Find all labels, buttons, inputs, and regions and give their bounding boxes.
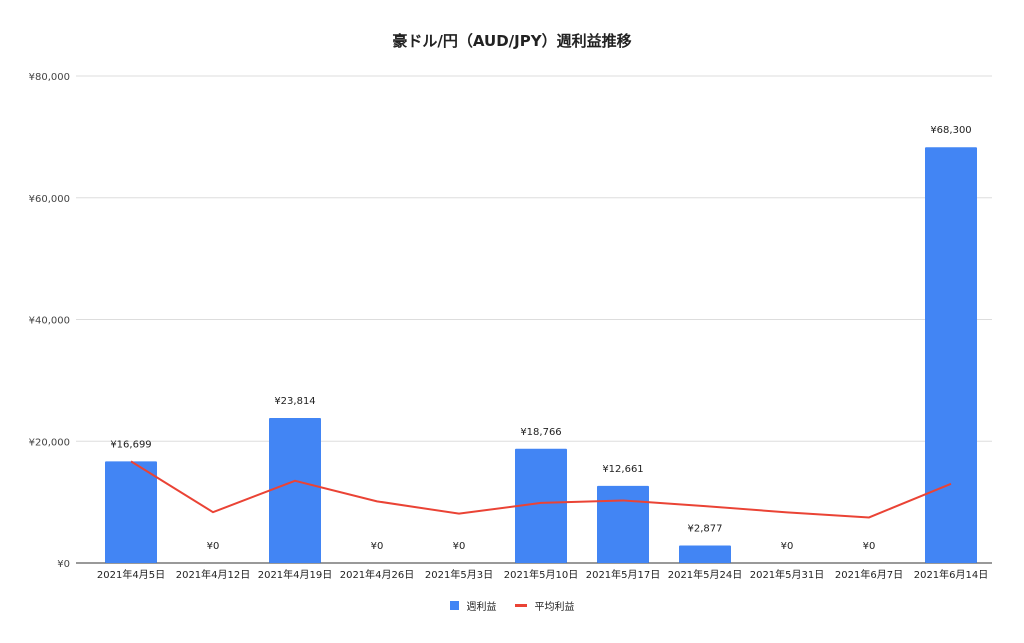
bar[interactable] <box>105 461 157 563</box>
bar-swatch-icon <box>449 601 459 610</box>
chart-title: 豪ドル/円（AUD/JPY）週利益推移 <box>392 32 632 50</box>
data-label: ¥2,877 <box>688 523 723 534</box>
x-tick-label: 2021年6月7日 <box>835 568 903 581</box>
data-label: ¥68,300 <box>930 125 971 136</box>
y-tick-label: ¥20,000 <box>29 437 70 448</box>
data-label: ¥23,814 <box>274 396 315 407</box>
data-label: ¥0 <box>207 541 220 552</box>
x-tick-label: 2021年4月19日 <box>258 568 333 581</box>
data-label: ¥0 <box>781 541 794 552</box>
y-tick-label: ¥60,000 <box>29 194 70 205</box>
legend-label: 週利益 <box>466 602 497 613</box>
x-tick-label: 2021年5月24日 <box>668 568 743 581</box>
x-tick-label: 2021年6月14日 <box>914 568 989 581</box>
average-line[interactable] <box>130 460 952 519</box>
data-label: ¥16,699 <box>110 439 151 450</box>
data-label: ¥0 <box>863 541 876 552</box>
data-label: ¥0 <box>371 541 384 552</box>
y-tick-label: ¥80,000 <box>29 72 70 83</box>
x-tick-label: 2021年5月3日 <box>425 568 493 581</box>
x-tick-label: 2021年5月10日 <box>504 568 579 581</box>
legend-label: 平均利益 <box>534 602 575 613</box>
bar[interactable] <box>925 147 977 563</box>
y-tick-label: ¥40,000 <box>29 316 70 327</box>
x-tick-label: 2021年4月12日 <box>176 568 251 581</box>
y-tick-label: ¥0 <box>57 559 70 570</box>
line-swatch-icon <box>514 604 527 607</box>
data-label: ¥12,661 <box>602 464 643 475</box>
x-tick-label: 2021年5月31日 <box>750 568 825 581</box>
data-label: ¥0 <box>453 541 466 552</box>
bar[interactable] <box>597 485 649 563</box>
legend-item-average-profit[interactable]: 平均利益 <box>514 598 575 613</box>
data-label: ¥18,766 <box>520 427 561 438</box>
chart-legend: 週利益 平均利益 <box>0 598 1024 613</box>
legend-item-weekly-profit[interactable]: 週利益 <box>449 598 497 613</box>
x-tick-label: 2021年4月5日 <box>97 568 165 581</box>
bar[interactable] <box>515 448 567 563</box>
bar[interactable] <box>679 545 731 563</box>
x-tick-label: 2021年5月17日 <box>586 568 661 581</box>
x-tick-label: 2021年4月26日 <box>340 568 415 581</box>
bar[interactable] <box>269 418 321 563</box>
